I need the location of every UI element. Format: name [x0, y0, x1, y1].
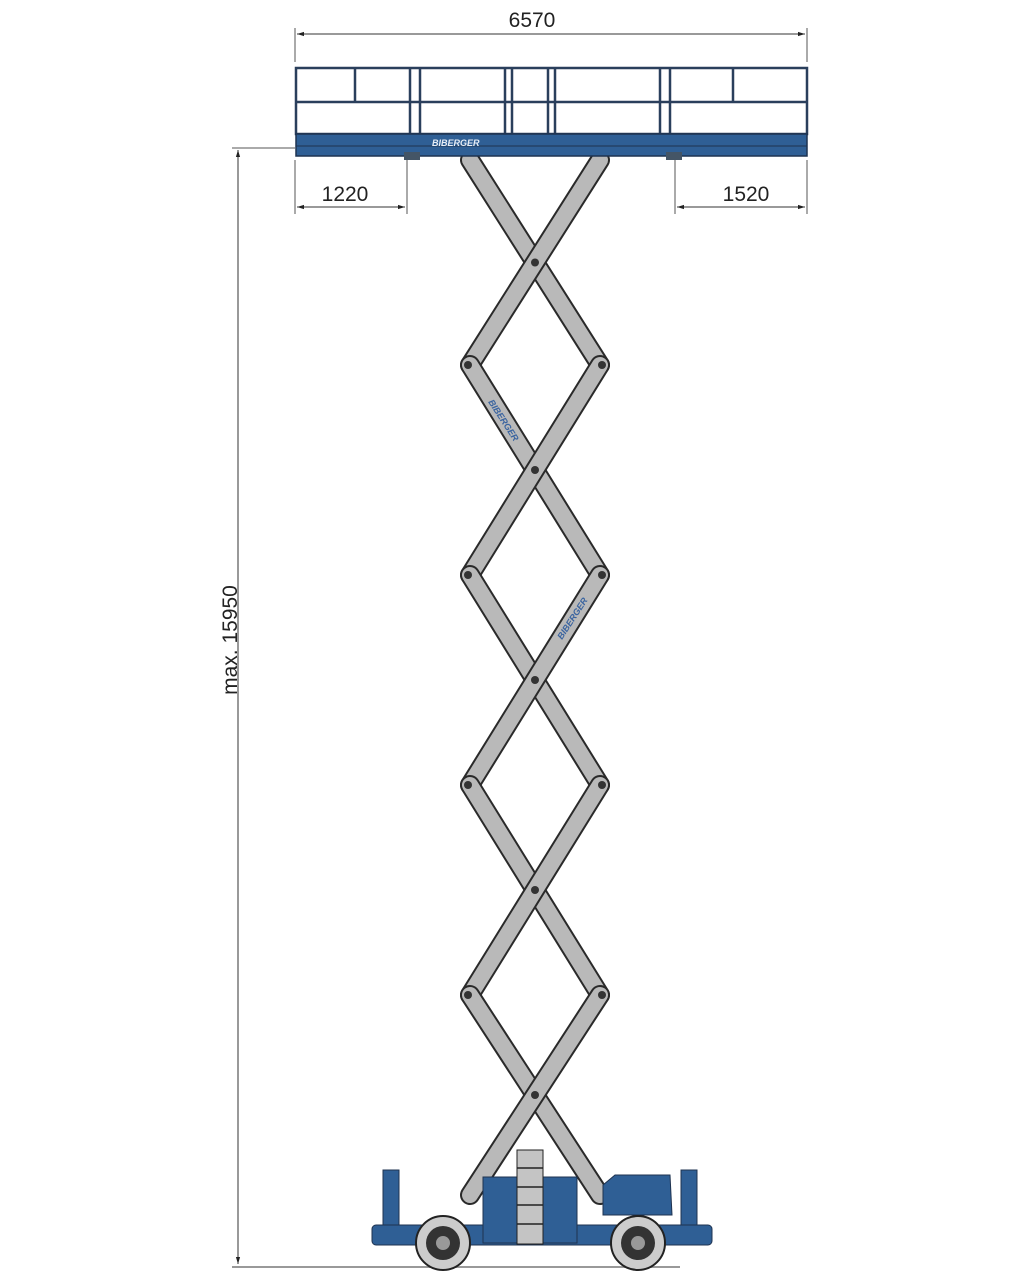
scissor-stack — [460, 150, 610, 1205]
dimension-right-extension: 1520 — [674, 160, 808, 214]
outer-pivot-right — [598, 781, 606, 789]
outer-pivot-left — [464, 571, 472, 579]
engine-housing — [602, 1174, 673, 1216]
platform-logo: BIBERGER — [432, 138, 480, 148]
overall-width-label: 6570 — [509, 9, 556, 32]
dimension-max-height: max. 15950 — [219, 147, 680, 1268]
center-pivot — [531, 1091, 539, 1099]
max-height-label: max. 15950 — [219, 585, 242, 695]
wheel-left — [415, 1215, 471, 1271]
outer-pivot-left — [464, 781, 472, 789]
wheel-right — [610, 1215, 666, 1271]
right-extension-label: 1520 — [723, 183, 770, 206]
center-pivot — [531, 466, 539, 474]
dimension-left-extension: 1220 — [294, 160, 408, 214]
outer-pivot-left — [464, 991, 472, 999]
center-pivot — [531, 676, 539, 684]
platform-deck — [295, 133, 808, 157]
center-pivot — [531, 886, 539, 894]
extension-bracket-right — [666, 152, 682, 160]
work-platform: BIBERGER — [294, 66, 809, 160]
extension-bracket-left — [404, 152, 420, 160]
outer-pivot-right — [598, 361, 606, 369]
access-ladder — [516, 1149, 544, 1245]
outer-pivot-right — [598, 571, 606, 579]
outer-pivot-left — [464, 361, 472, 369]
center-pivot — [531, 258, 539, 267]
left-extension-label: 1220 — [322, 183, 369, 206]
outer-pivot-right — [598, 991, 606, 999]
chassis — [371, 1149, 713, 1271]
dimension-overall-width: 6570 — [294, 9, 808, 62]
